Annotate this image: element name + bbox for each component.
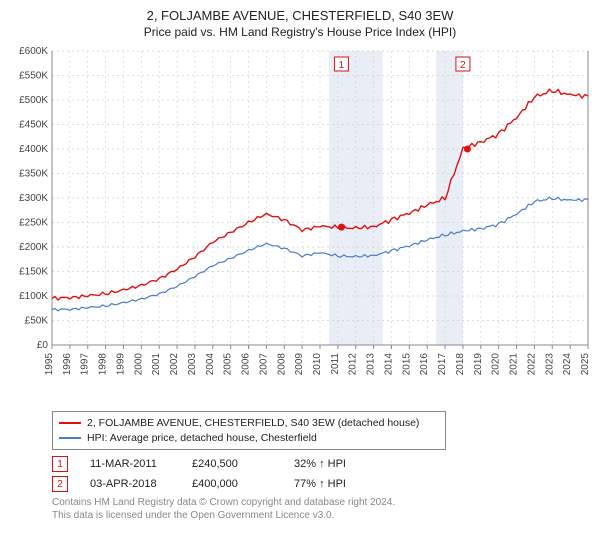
plot-svg: £0 £50K £100K £150K £200K £250K £300K £350K £400… — [8, 45, 592, 405]
svg-text:2010: 2010 — [312, 353, 323, 376]
sale-price: £400,000 — [192, 478, 272, 490]
svg-text:1995: 1995 — [44, 353, 55, 376]
svg-text:2015: 2015 — [401, 353, 412, 376]
svg-text:1: 1 — [339, 60, 345, 71]
svg-text:£50K: £50K — [25, 316, 49, 327]
svg-text:£300K: £300K — [19, 193, 48, 204]
svg-text:£500K: £500K — [19, 95, 48, 106]
svg-text:1998: 1998 — [98, 353, 109, 376]
svg-text:2024: 2024 — [562, 353, 573, 376]
legend: 2, FOLJAMBE AVENUE, CHESTERFIELD, S40 3E… — [52, 411, 446, 450]
svg-text:£400K: £400K — [19, 144, 48, 155]
sale-row: 1 11-MAR-2011 £240,500 32% ↑ HPI — [52, 456, 592, 472]
svg-text:£150K: £150K — [19, 267, 48, 278]
sale-date: 11-MAR-2011 — [90, 458, 170, 470]
svg-text:2: 2 — [460, 60, 466, 71]
chart-container: 2, FOLJAMBE AVENUE, CHESTERFIELD, S40 3E… — [0, 0, 600, 526]
svg-text:2003: 2003 — [187, 353, 198, 376]
svg-text:1996: 1996 — [62, 353, 73, 376]
sale-pct: 32% ↑ HPI — [294, 458, 374, 470]
sales-table: 1 11-MAR-2011 £240,500 32% ↑ HPI 2 03-AP… — [52, 456, 592, 492]
legend-item: 2, FOLJAMBE AVENUE, CHESTERFIELD, S40 3E… — [59, 416, 439, 431]
svg-text:2005: 2005 — [223, 353, 234, 376]
svg-text:2000: 2000 — [133, 353, 144, 376]
svg-text:2001: 2001 — [151, 353, 162, 376]
sale-number-badge: 2 — [52, 476, 68, 492]
footer-line: This data is licensed under the Open Gov… — [52, 509, 592, 522]
legend-label: 2, FOLJAMBE AVENUE, CHESTERFIELD, S40 3E… — [87, 416, 419, 431]
chart-title: 2, FOLJAMBE AVENUE, CHESTERFIELD, S40 3E… — [8, 8, 592, 23]
sale-number-badge: 1 — [52, 456, 68, 472]
svg-text:2018: 2018 — [455, 353, 466, 376]
legend-swatch — [59, 422, 81, 424]
svg-text:2009: 2009 — [294, 353, 305, 376]
svg-text:2017: 2017 — [437, 353, 448, 376]
svg-text:2014: 2014 — [383, 353, 394, 376]
legend-label: HPI: Average price, detached house, Ches… — [87, 431, 317, 446]
svg-text:£100K: £100K — [19, 291, 48, 302]
svg-text:£250K: £250K — [19, 218, 48, 229]
svg-text:1997: 1997 — [80, 353, 91, 376]
footer-line: Contains HM Land Registry data © Crown c… — [52, 496, 592, 509]
legend-swatch — [59, 437, 81, 439]
svg-text:2016: 2016 — [419, 353, 430, 376]
svg-text:2021: 2021 — [509, 353, 520, 376]
svg-text:2025: 2025 — [580, 353, 591, 376]
svg-text:2008: 2008 — [276, 353, 287, 376]
sale-pct: 77% ↑ HPI — [294, 478, 374, 490]
svg-text:2011: 2011 — [330, 353, 341, 375]
chart-subtitle: Price paid vs. HM Land Registry's House … — [8, 25, 592, 39]
svg-text:2002: 2002 — [169, 353, 180, 376]
svg-text:2006: 2006 — [241, 353, 252, 376]
plot-area: £0 £50K £100K £150K £200K £250K £300K £350K £400… — [8, 45, 592, 405]
sale-price: £240,500 — [192, 458, 272, 470]
svg-text:2012: 2012 — [348, 353, 359, 376]
svg-text:2019: 2019 — [473, 353, 484, 376]
svg-text:2022: 2022 — [526, 353, 537, 376]
svg-text:1999: 1999 — [115, 353, 126, 376]
svg-text:2020: 2020 — [491, 353, 502, 376]
svg-text:2004: 2004 — [205, 353, 216, 376]
footer: Contains HM Land Registry data © Crown c… — [52, 496, 592, 522]
svg-text:£350K: £350K — [19, 169, 48, 180]
svg-text:2013: 2013 — [366, 353, 377, 376]
svg-text:£600K: £600K — [19, 46, 48, 57]
sale-date: 03-APR-2018 — [90, 478, 170, 490]
svg-text:£0: £0 — [37, 340, 49, 351]
legend-item: HPI: Average price, detached house, Ches… — [59, 431, 439, 446]
svg-text:2007: 2007 — [258, 353, 269, 376]
svg-text:£550K: £550K — [19, 71, 48, 82]
sale-row: 2 03-APR-2018 £400,000 77% ↑ HPI — [52, 476, 592, 492]
svg-text:£200K: £200K — [19, 242, 48, 253]
svg-text:£450K: £450K — [19, 120, 48, 131]
svg-text:2023: 2023 — [544, 353, 555, 376]
